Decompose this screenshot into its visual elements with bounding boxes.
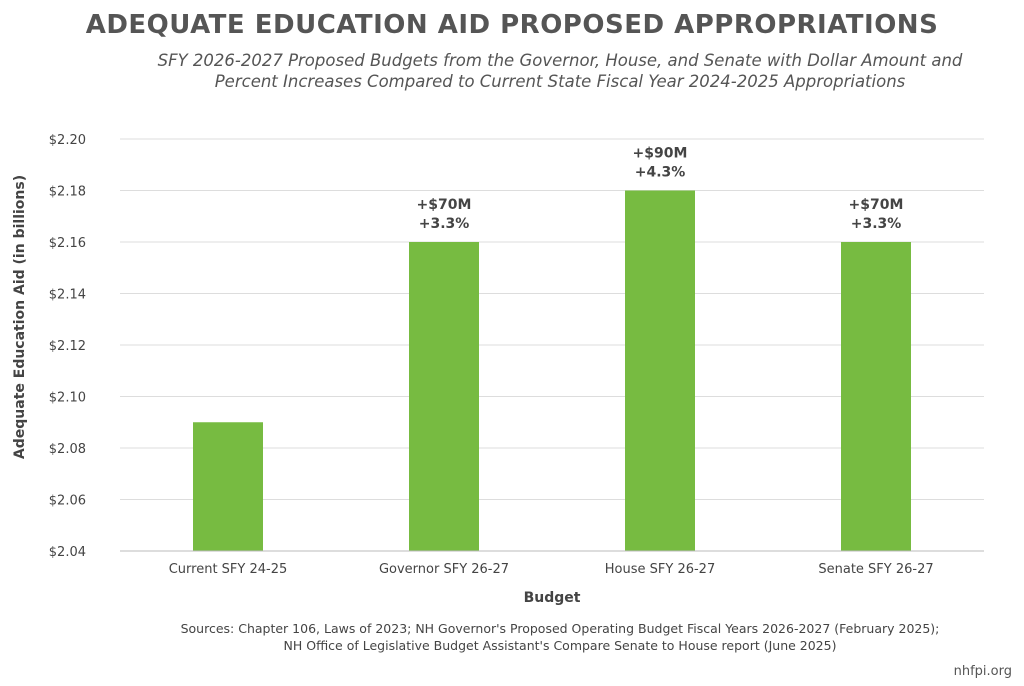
y-tick-label: $2.20 — [49, 133, 86, 148]
y-tick-labels: $2.04 $2.06 $2.08 $2.10 $2.12 $2.14 $2.16 $2.18… — [49, 133, 86, 560]
y-tick-label: $2.16 — [49, 236, 86, 251]
x-tick-label: Senate SFY 26-27 — [818, 562, 933, 577]
bar — [409, 242, 479, 551]
y-tick-label: $2.14 — [49, 288, 86, 303]
y-tick-label: $2.06 — [49, 494, 86, 509]
data-label: +3.3% — [851, 216, 902, 232]
subtitle-line-1: SFY 2026-2027 Proposed Budgets from the … — [157, 51, 963, 70]
y-tick-label: $2.10 — [49, 391, 86, 406]
x-tick-label: Current SFY 24-25 — [169, 562, 288, 577]
bars — [193, 190, 911, 551]
chart-title: ADEQUATE EDUCATION AID PROPOSED APPROPRI… — [85, 10, 939, 40]
chart-subtitle: SFY 2026-2027 Proposed Budgets from the … — [120, 50, 1000, 92]
bar — [193, 422, 263, 551]
data-labels: +$70M +3.3% +$90M +4.3% +$70M +3.3% — [417, 146, 904, 233]
x-tick-label: House SFY 26-27 — [605, 562, 715, 577]
x-axis-title: Budget — [524, 590, 581, 606]
y-tick-label: $2.12 — [49, 339, 86, 354]
bar — [625, 190, 695, 551]
x-tick-labels: Current SFY 24-25 Governor SFY 26-27 House… — [169, 562, 934, 577]
sources-line-1: Sources: Chapter 106, Laws of 2023; NH G… — [180, 621, 940, 636]
data-label: +$90M — [633, 146, 688, 162]
x-tick-label: Governor SFY 26-27 — [379, 562, 509, 577]
y-tick-label: $2.08 — [49, 442, 86, 457]
sources-note: Sources: Chapter 106, Laws of 2023; NH G… — [120, 620, 1000, 654]
gridlines — [120, 138, 984, 500]
y-axis-title: Adequate Education Aid (in billions) — [12, 175, 28, 459]
y-tick-label: $2.18 — [49, 185, 86, 200]
data-label: +3.3% — [419, 216, 470, 232]
subtitle-line-2: Percent Increases Compared to Current St… — [214, 72, 906, 91]
data-label: +$70M — [417, 197, 472, 213]
y-tick-label: $2.04 — [49, 545, 86, 560]
data-label: +$70M — [849, 197, 904, 213]
sources-line-2: NH Office of Legislative Budget Assistan… — [283, 638, 837, 653]
bar — [841, 242, 911, 551]
footer-url: nhfpi.org — [953, 664, 1012, 679]
data-label: +4.3% — [635, 165, 686, 181]
